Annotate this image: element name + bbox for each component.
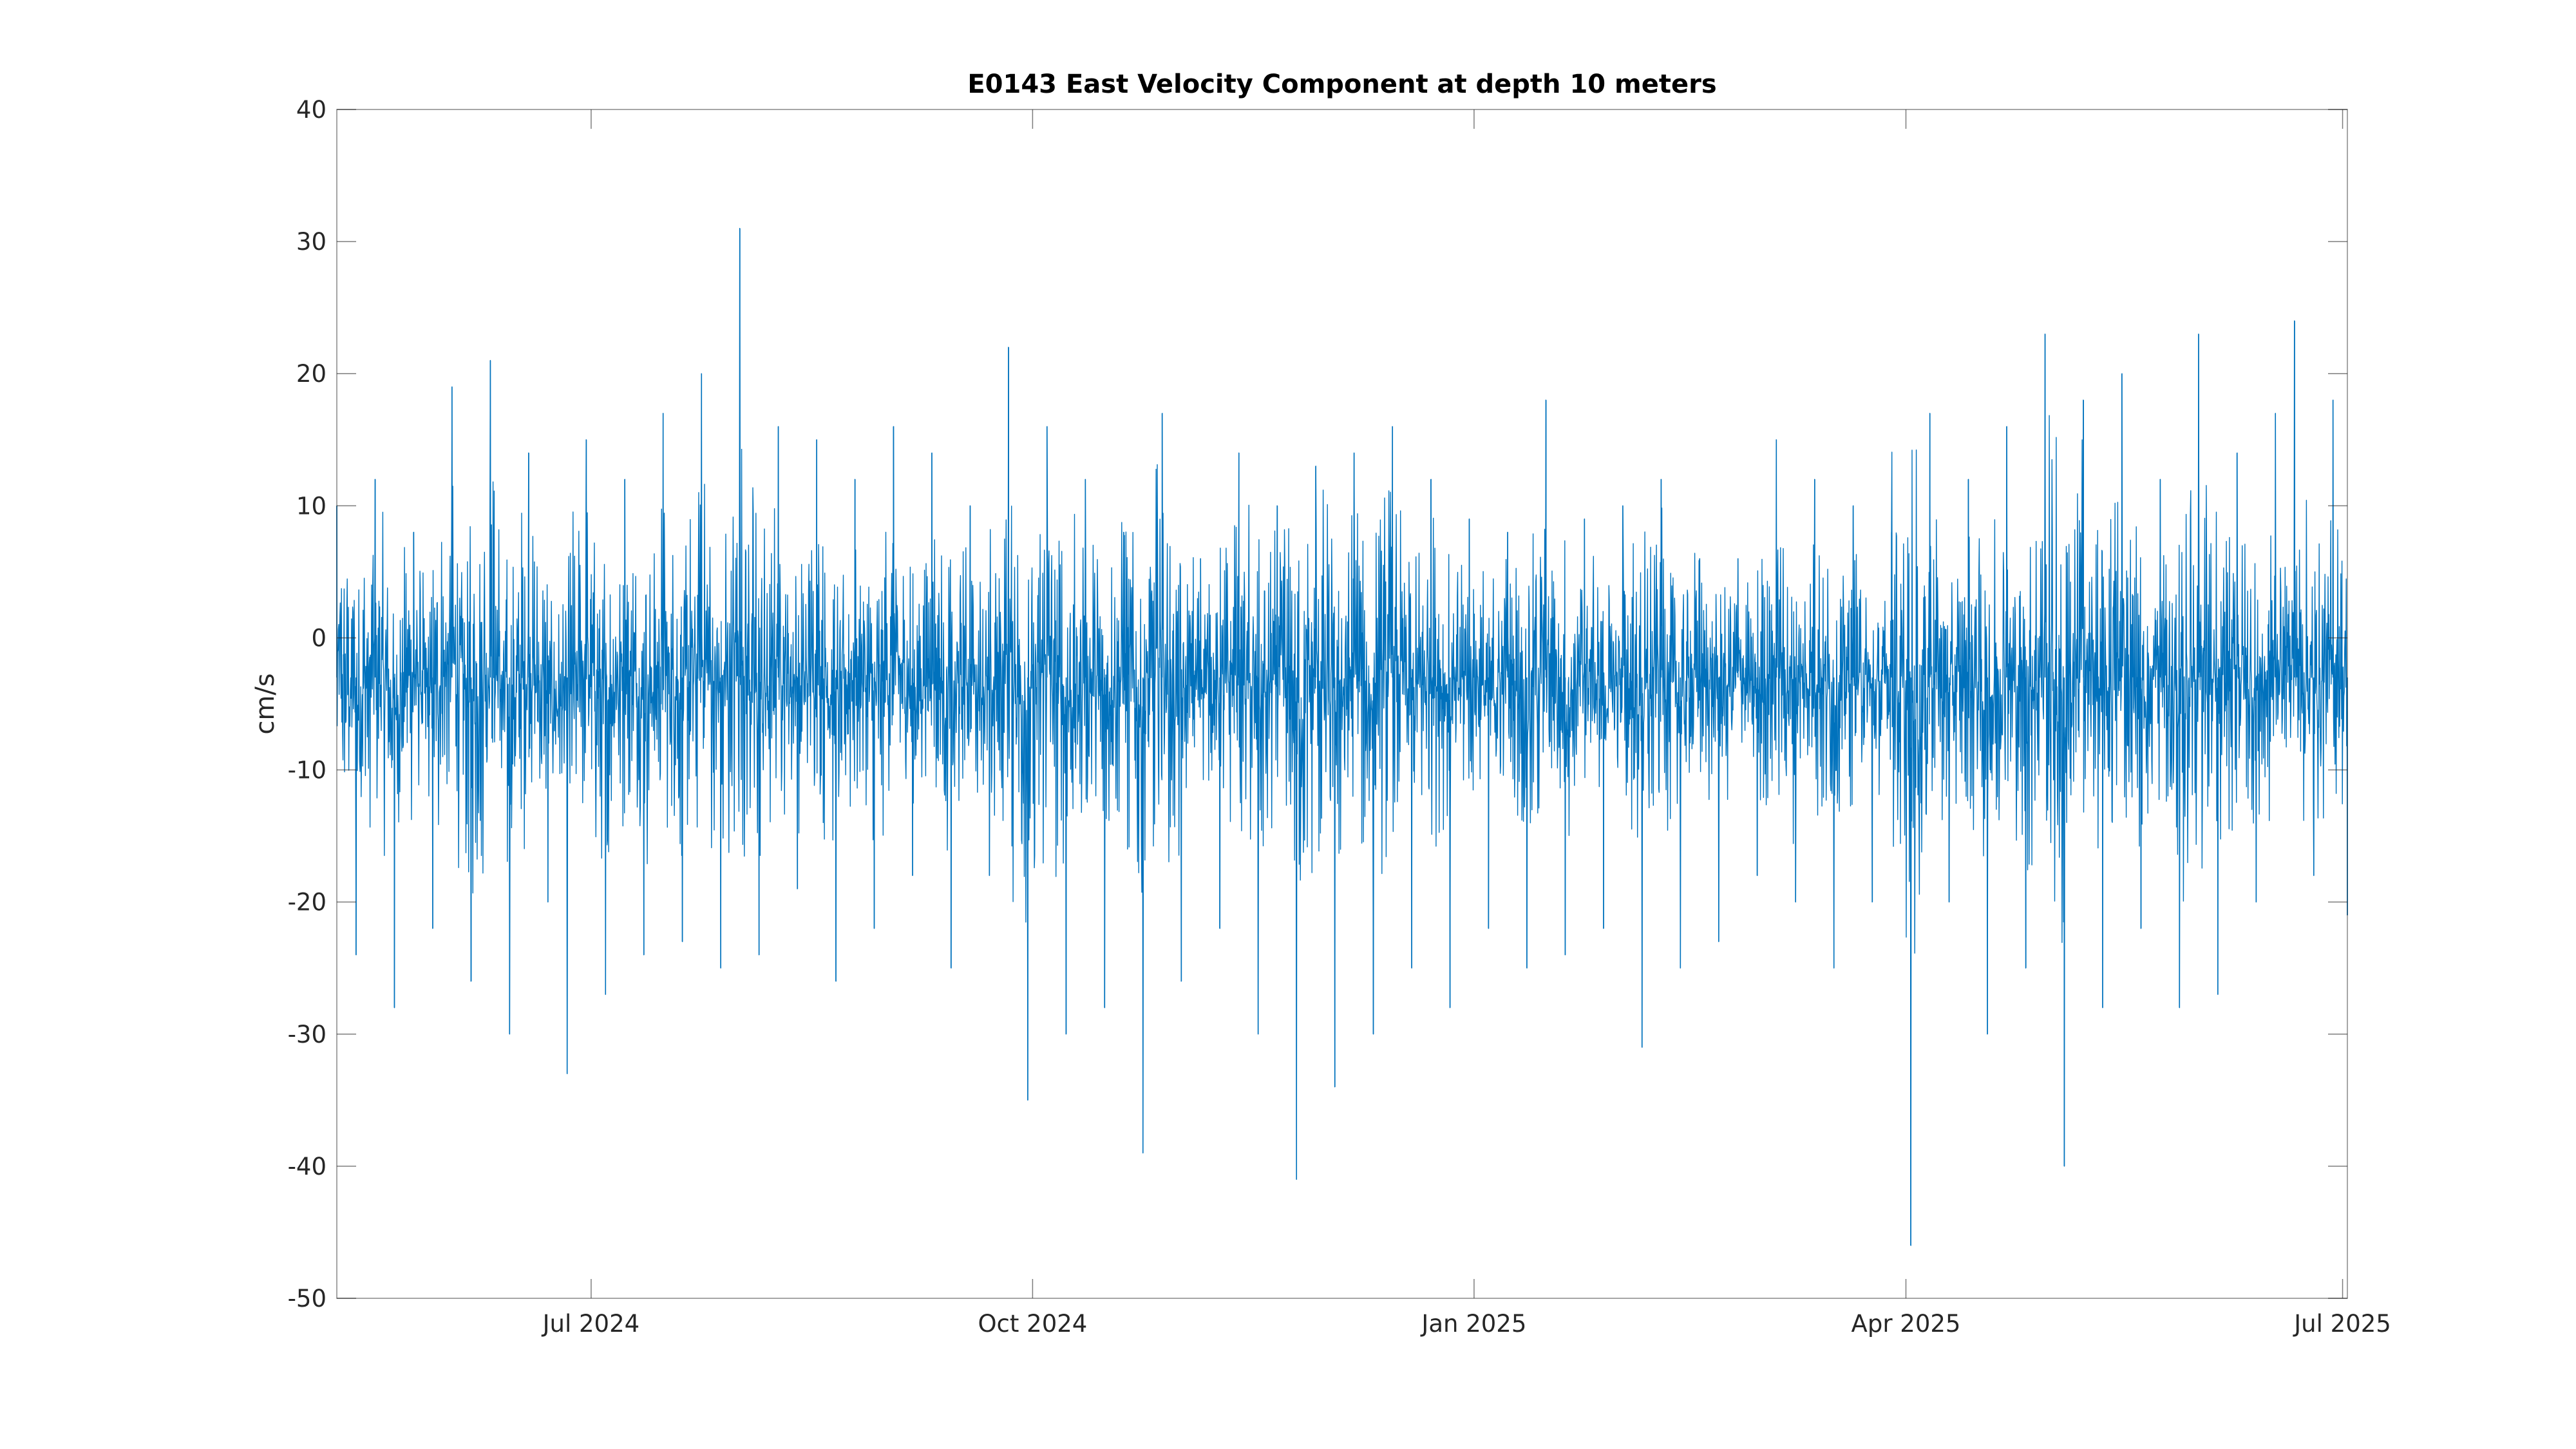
series-line bbox=[336, 227, 2348, 1246]
series-layer bbox=[336, 227, 2348, 1246]
x-tick-label: Oct 2024 bbox=[978, 1310, 1087, 1338]
y-tick-label: 20 bbox=[296, 360, 327, 388]
y-tick-label: -10 bbox=[288, 757, 327, 784]
x-tick-label: Jan 2025 bbox=[1420, 1310, 1526, 1338]
y-tick-label: -50 bbox=[288, 1285, 327, 1312]
y-axis-ticks: 40 30 20 10 0 -10 -20 -30 -40 -50 bbox=[288, 96, 2347, 1312]
chart-title: E0143 East Velocity Component at depth 1… bbox=[967, 70, 1716, 99]
y-tick-label: 30 bbox=[296, 228, 327, 256]
y-tick-label: 10 bbox=[296, 492, 327, 520]
axes-box bbox=[336, 109, 2348, 1299]
y-tick-label: 40 bbox=[296, 96, 327, 124]
y-tick-label: -30 bbox=[288, 1021, 327, 1048]
y-tick-label: 0 bbox=[311, 624, 327, 652]
x-tick-label: Apr 2025 bbox=[1852, 1310, 1961, 1338]
x-tick-label: Jul 2025 bbox=[2293, 1310, 2391, 1338]
y-tick-label: -20 bbox=[288, 889, 327, 916]
y-tick-label: -40 bbox=[288, 1153, 327, 1180]
x-axis-ticks: Jul 2024 Oct 2024 Jan 2025 Apr 2025 Jul 2025 bbox=[542, 109, 2391, 1338]
x-tick-label: Jul 2024 bbox=[542, 1310, 640, 1338]
y-axis-label: cm/s bbox=[251, 673, 280, 734]
